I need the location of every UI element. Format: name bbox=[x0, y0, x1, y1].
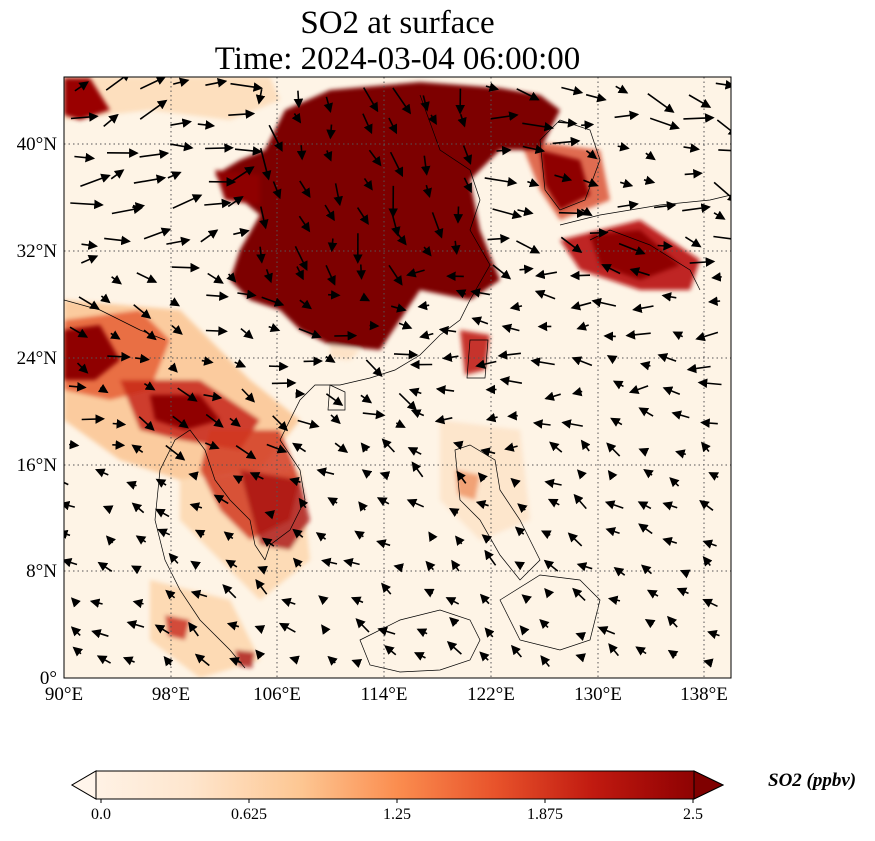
colorbar-tick-label: 0.625 bbox=[231, 806, 267, 824]
colorbar bbox=[72, 771, 723, 803]
wind-vector bbox=[710, 301, 721, 302]
lat-tick: 0° bbox=[40, 668, 57, 689]
colorbar-extend-low bbox=[72, 771, 96, 799]
wind-vector bbox=[112, 445, 123, 446]
colorbar-tick-label: 2.5 bbox=[683, 806, 703, 824]
wind-vector bbox=[370, 326, 378, 327]
lon-tick: 138°E bbox=[680, 684, 728, 705]
wind-vector bbox=[272, 383, 295, 384]
wind-vector bbox=[301, 145, 302, 159]
lat-tick: 8°N bbox=[26, 561, 57, 582]
lat-tick-labels: 0° 8°N 16°N 24°N 32°N 40°N bbox=[17, 134, 58, 689]
wind-vector bbox=[113, 424, 125, 425]
lat-tick: 32°N bbox=[17, 241, 58, 262]
wind-vector bbox=[658, 246, 672, 247]
colorbar-units-label: SO2 (ppbv) bbox=[768, 770, 856, 792]
lat-tick: 24°N bbox=[17, 348, 58, 369]
lon-tick: 122°E bbox=[467, 684, 515, 705]
wind-vector bbox=[713, 277, 722, 278]
wind-vector bbox=[328, 295, 339, 296]
wind-vector bbox=[509, 416, 518, 417]
wind-vector bbox=[82, 419, 104, 420]
wind-vector bbox=[559, 213, 585, 214]
colorbar-ramp bbox=[72, 771, 723, 799]
lon-tick: 130°E bbox=[574, 684, 622, 705]
lon-tick: 114°E bbox=[361, 684, 408, 705]
wind-vector bbox=[107, 356, 129, 357]
wind-vector bbox=[206, 331, 226, 332]
wind-vector bbox=[69, 445, 78, 446]
wind-vector bbox=[605, 336, 616, 337]
wind-vector bbox=[298, 91, 299, 107]
wind-vector bbox=[590, 233, 607, 234]
wind-vector bbox=[394, 354, 417, 355]
wind-vector bbox=[581, 125, 593, 126]
wind-vector bbox=[361, 265, 362, 279]
wind-vector bbox=[497, 150, 511, 151]
wind-vector bbox=[172, 267, 199, 268]
lon-tick: 106°E bbox=[253, 684, 301, 705]
colorbar-tick-label: 0.0 bbox=[91, 806, 111, 824]
wind-vector bbox=[205, 148, 232, 149]
wind-vector bbox=[458, 207, 459, 223]
wind-vector bbox=[269, 366, 287, 367]
lat-tick: 40°N bbox=[17, 134, 58, 155]
lat-tick: 16°N bbox=[17, 455, 58, 476]
colorbar-tick-label: 1.875 bbox=[527, 806, 563, 824]
wind-vector bbox=[572, 275, 591, 276]
wind-vector bbox=[332, 239, 333, 251]
colorbar-extend-high bbox=[694, 771, 723, 799]
wind-vector bbox=[330, 125, 331, 138]
lon-tick-labels: 90°E 98°E 106°E 114°E 122°E 130°E 138°E bbox=[45, 684, 728, 705]
lon-tick: 98°E bbox=[152, 684, 190, 705]
colorbar-tick-label: 1.25 bbox=[383, 806, 411, 824]
